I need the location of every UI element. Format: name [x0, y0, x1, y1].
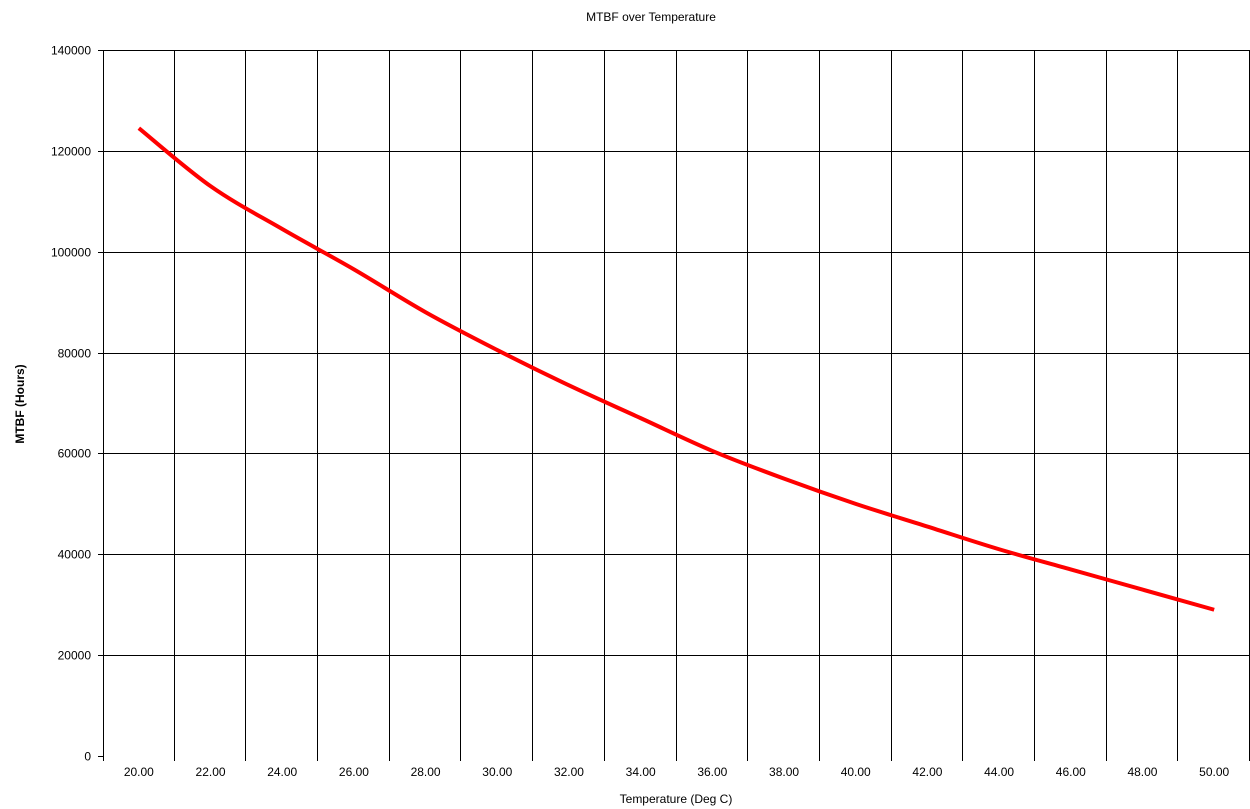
x-tick-label: 48.00 [1127, 765, 1157, 779]
x-tick-label: 34.00 [626, 765, 656, 779]
y-tick-label: 0 [84, 750, 91, 764]
x-tick-label: 38.00 [769, 765, 799, 779]
mtbf-series-line [137, 126, 1215, 612]
grid [103, 50, 1250, 756]
x-tick-label: 20.00 [124, 765, 154, 779]
y-tick-label: 140000 [51, 44, 91, 58]
chart-title: MTBF over Temperature [586, 10, 716, 24]
y-tick-label: 60000 [58, 447, 92, 461]
y-tick-label: 100000 [51, 246, 91, 260]
x-tick-label: 40.00 [841, 765, 871, 779]
x-tick-label: 28.00 [411, 765, 441, 779]
y-tick-label: 20000 [58, 649, 92, 663]
x-tick-label: 24.00 [267, 765, 297, 779]
y-tick-label: 120000 [51, 145, 91, 159]
x-tick-label: 22.00 [196, 765, 226, 779]
y-tick-label: 40000 [58, 548, 92, 562]
x-tick-label: 32.00 [554, 765, 584, 779]
x-tick-label: 36.00 [697, 765, 727, 779]
x-tick-label: 42.00 [912, 765, 942, 779]
x-tick-label: 30.00 [482, 765, 512, 779]
y-axis-title: MTBF (Hours) [13, 364, 27, 443]
x-axis-title: Temperature (Deg C) [620, 792, 733, 806]
y-axis-ticks: 0 20000 40000 60000 80000 100000 120000 140000 [51, 44, 103, 764]
x-tick-label: 44.00 [984, 765, 1014, 779]
x-tick-label: 46.00 [1056, 765, 1086, 779]
plot-frame [103, 50, 1250, 761]
y-tick-label: 80000 [58, 347, 92, 361]
x-axis-ticks: 20.00 22.00 24.00 26.00 28.00 30.00 32.00 34.00… [124, 756, 1250, 779]
series-layer [137, 126, 1215, 612]
x-tick-label: 50.00 [1199, 765, 1229, 779]
x-tick-label: 26.00 [339, 765, 369, 779]
